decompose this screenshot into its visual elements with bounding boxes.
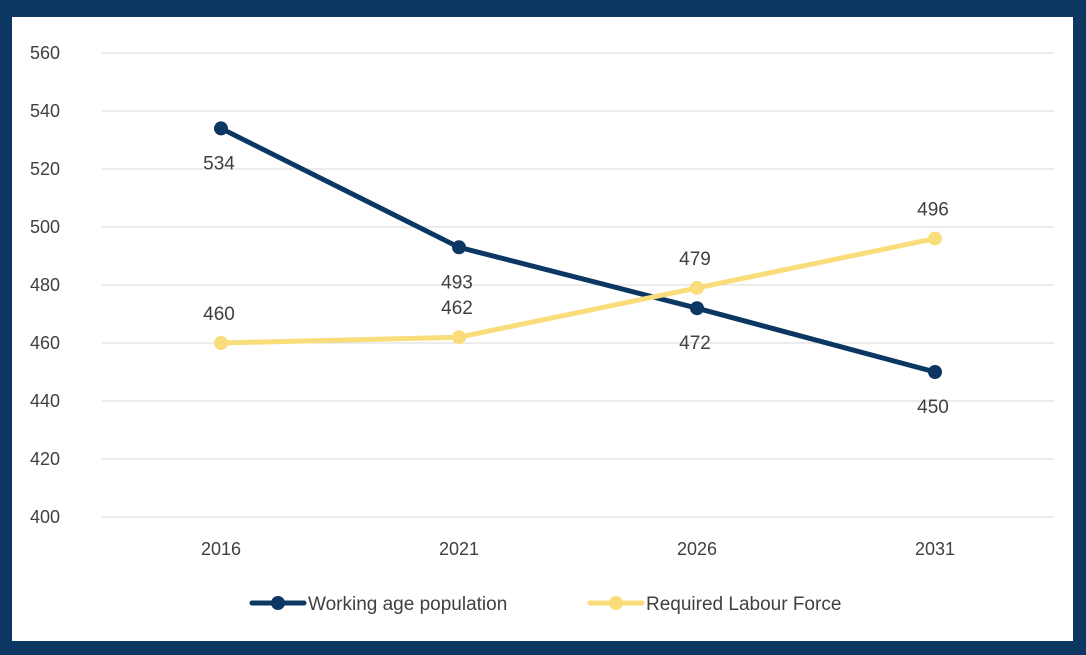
data-point (452, 330, 466, 345)
data-labels: 534 493 472 450 460 462 479 496 (203, 153, 949, 418)
gridlines (102, 52, 1054, 518)
legend-item-2: Required Labour Force (587, 594, 841, 615)
x-tick-label: 2031 (915, 539, 955, 559)
series-lines (214, 121, 942, 379)
y-tick-label: 560 (30, 43, 60, 63)
legend-label: Working age population (308, 594, 507, 615)
legend-marker (609, 596, 623, 610)
y-tick-label: 500 (30, 217, 60, 237)
chart-frame: 400 420 440 460 480 500 520 540 560 2016 2021 2026… (12, 17, 1073, 641)
line-chart: 400 420 440 460 480 500 520 540 560 2016 2021 2026… (30, 43, 1054, 615)
data-point (452, 240, 466, 255)
data-point (928, 365, 942, 379)
y-tick-label: 520 (30, 159, 60, 179)
x-axis-ticks: 2016 2021 2026 2031 (201, 539, 955, 559)
y-tick-label: 440 (30, 391, 60, 411)
y-tick-label: 540 (30, 101, 60, 121)
data-label: 460 (203, 304, 235, 325)
data-label: 462 (441, 298, 473, 319)
legend: Working age population Required Labour Fo… (249, 594, 841, 615)
data-label: 534 (203, 153, 235, 174)
data-point (214, 336, 228, 350)
data-point (214, 121, 228, 136)
y-tick-label: 460 (30, 333, 60, 353)
legend-marker (271, 596, 285, 610)
data-label: 450 (917, 397, 949, 418)
y-tick-label: 480 (30, 275, 60, 295)
legend-item-1: Working age population (249, 594, 507, 615)
data-label: 496 (917, 200, 949, 221)
data-point (690, 301, 704, 316)
y-tick-label: 400 (30, 507, 60, 527)
data-point (690, 280, 704, 295)
x-tick-label: 2021 (439, 539, 479, 559)
x-tick-label: 2016 (201, 539, 241, 559)
data-point (928, 231, 942, 246)
data-label: 493 (441, 272, 473, 293)
x-tick-label: 2026 (677, 539, 717, 559)
data-label: 479 (679, 249, 711, 270)
legend-label: Required Labour Force (646, 594, 841, 615)
data-label: 472 (679, 333, 711, 354)
y-tick-label: 420 (30, 449, 60, 469)
y-axis-ticks: 400 420 440 460 480 500 520 540 560 (30, 43, 60, 527)
series-line-2 (218, 236, 938, 346)
series-line-1 (218, 125, 938, 375)
